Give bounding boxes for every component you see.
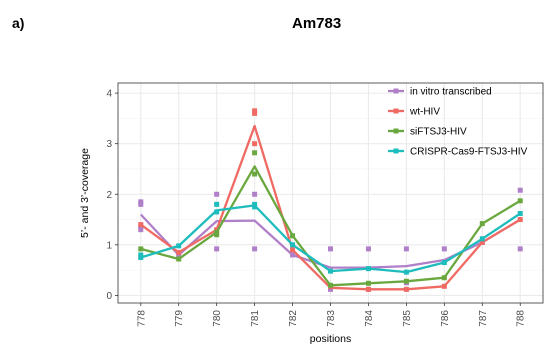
data-point	[252, 141, 258, 147]
data-point	[138, 199, 144, 205]
data-point	[138, 227, 144, 233]
data-point	[441, 246, 447, 252]
x-tick-label: 788	[516, 310, 527, 327]
y-tick-label: 1	[106, 240, 112, 251]
data-point	[403, 246, 409, 252]
data-point	[214, 201, 220, 207]
x-tick-label: 778	[136, 310, 147, 327]
legend-item: CRISPR-Cas9-FTSJ3-HIV	[388, 147, 528, 158]
x-tick-label: 787	[478, 310, 489, 327]
y-tick-label: 4	[106, 89, 112, 100]
legend-marker	[393, 88, 399, 94]
x-tick-label: 783	[326, 310, 337, 327]
grid-lines	[118, 83, 543, 303]
data-point	[328, 246, 333, 252]
series	[138, 150, 523, 288]
data-point	[252, 150, 258, 156]
chart-title: Am783	[292, 15, 342, 32]
series-line	[140, 204, 521, 274]
data-point	[252, 171, 258, 177]
data-point	[252, 246, 258, 252]
x-tick-label: 781	[250, 310, 261, 327]
data-point	[214, 246, 220, 252]
data-point	[365, 246, 371, 252]
legend: in vitro transcribed wt-HIV siFTSJ3-HIV CRI…	[388, 87, 528, 158]
axes: 0 1 2 3 4 778 779 780 781 782 783 784 785 786 787 788	[106, 89, 526, 327]
legend-label: in vitro transcribed	[410, 87, 492, 98]
data-point	[252, 191, 258, 197]
data-point	[138, 222, 144, 228]
data-point	[138, 252, 144, 258]
series-line	[140, 165, 521, 287]
data-point	[138, 254, 144, 260]
series	[138, 201, 523, 275]
data-point	[517, 217, 523, 223]
data-point	[138, 201, 144, 207]
legend-label: CRISPR-Cas9-FTSJ3-HIV	[410, 147, 528, 158]
legend-item: in vitro transcribed	[388, 87, 492, 98]
data-point	[517, 210, 523, 216]
data-point	[138, 224, 144, 230]
series-layer	[138, 108, 523, 292]
series-line	[140, 124, 521, 291]
legend-label: wt-HIV	[409, 107, 440, 118]
x-axis-title: positions	[310, 333, 351, 345]
x-tick-label: 780	[212, 310, 223, 327]
data-point	[214, 232, 220, 238]
y-tick-label: 2	[106, 190, 112, 201]
x-tick-label: 785	[402, 310, 413, 327]
legend-marker	[393, 148, 399, 154]
legend-item: wt-HIV	[388, 107, 440, 118]
data-point	[517, 246, 523, 252]
panel-label: a)	[12, 15, 25, 31]
data-point	[328, 286, 333, 292]
data-point	[517, 187, 523, 193]
data-point	[517, 198, 523, 204]
data-point	[138, 246, 144, 252]
x-tick-label: 786	[440, 310, 451, 327]
y-tick-label: 0	[106, 291, 112, 302]
x-tick-label: 784	[364, 310, 375, 327]
x-tick-label: 779	[174, 310, 185, 327]
legend-label: siFTSJ3-HIV	[410, 127, 467, 138]
legend-marker	[393, 128, 399, 134]
legend-item: siFTSJ3-HIV	[388, 127, 467, 138]
x-tick-label: 782	[288, 310, 299, 327]
data-point	[214, 191, 220, 197]
y-axis-title: 5’- and 3’-coverage	[79, 148, 91, 238]
legend-marker	[393, 108, 399, 114]
data-point	[252, 110, 258, 116]
y-tick-label: 3	[106, 139, 112, 150]
data-point	[252, 108, 258, 114]
